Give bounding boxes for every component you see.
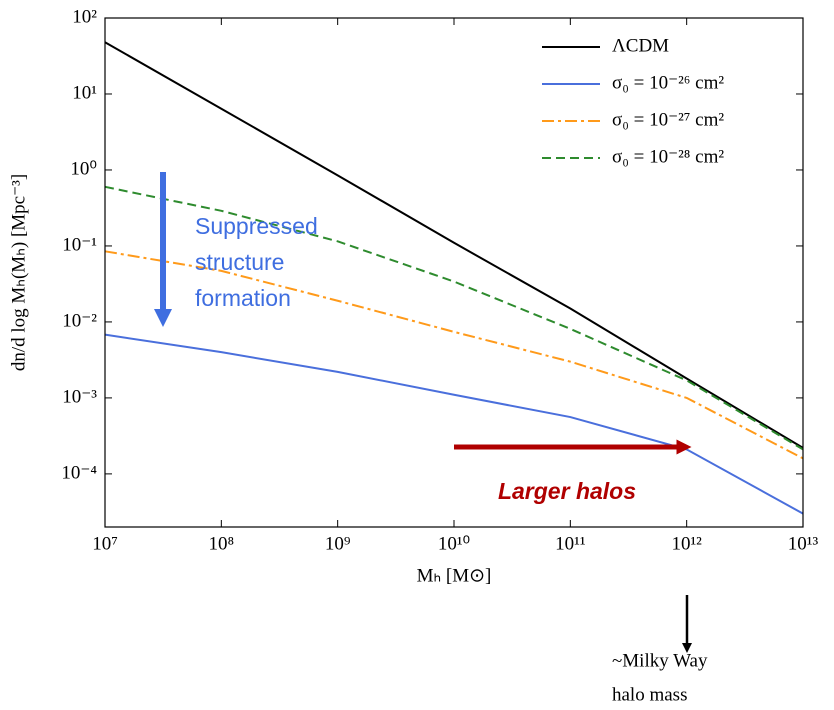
- annotation: structure: [195, 249, 284, 275]
- annotation: Suppressed: [195, 213, 318, 239]
- legend-label: ΛCDM: [612, 35, 669, 56]
- legend-label: σ₀ = 10⁻²⁶ cm²: [612, 72, 724, 93]
- x-tick-label: 10⁷: [92, 533, 118, 554]
- y-axis-label: dn/d log Mₕ(Mₕ) [Mpc⁻³]: [8, 174, 29, 371]
- x-tick-label: 10⁸: [209, 533, 235, 554]
- x-tick-label: 10¹²: [671, 533, 702, 554]
- legend-label: σ₀ = 10⁻²⁸ cm²: [612, 146, 724, 167]
- y-tick-label: 10⁻¹: [62, 234, 97, 255]
- x-tick-label: 10¹⁰: [438, 533, 470, 554]
- annotation: halo mass: [612, 684, 687, 705]
- x-tick-label: 10¹³: [788, 533, 819, 554]
- x-tick-label: 10⁹: [325, 533, 351, 554]
- y-tick-label: 10⁰: [70, 158, 97, 179]
- series-line: [104, 41, 804, 449]
- annotation: formation: [195, 285, 291, 311]
- series-line: [104, 185, 804, 451]
- y-tick-label: 10¹: [72, 82, 97, 103]
- x-tick-label: 10¹¹: [555, 533, 586, 554]
- y-tick-label: 10²: [72, 6, 97, 27]
- series-line: [104, 333, 804, 515]
- y-tick-label: 10⁻⁴: [61, 462, 97, 483]
- y-tick-label: 10⁻²: [62, 310, 97, 331]
- series-line: [104, 250, 804, 460]
- y-tick-label: 10⁻³: [62, 386, 97, 407]
- legend-label: σ₀ = 10⁻²⁷ cm²: [612, 109, 724, 130]
- annotation: ~Milky Way: [612, 650, 708, 671]
- annotation: Larger halos: [498, 478, 636, 504]
- x-axis-label: Mₕ [M⊙]: [417, 565, 492, 586]
